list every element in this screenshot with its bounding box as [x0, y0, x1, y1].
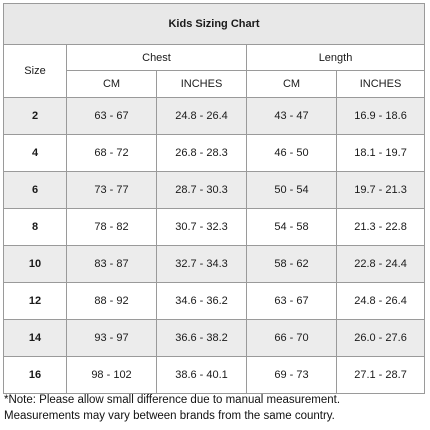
note-line-2: Measurements may vary between brands fro…: [4, 410, 335, 422]
cell-length-cm: 43 - 47: [246, 97, 337, 135]
chest-cm-header: CM: [66, 70, 157, 98]
cell-chest-in: 36.6 - 38.2: [156, 319, 247, 357]
cell-length-cm: 58 - 62: [246, 245, 337, 283]
cell-length-in: 19.7 - 21.3: [335, 171, 426, 209]
table-row: 16 98 - 102 38.6 - 40.1 69 - 73 27.1 - 28.7: [3, 356, 426, 394]
cell-chest-in: 28.7 - 30.3: [156, 171, 247, 209]
cell-chest-in: 24.8 - 26.4: [156, 97, 247, 135]
cell-chest-in: 26.8 - 28.3: [156, 134, 247, 172]
table-row: 14 93 - 97 36.6 - 38.2 66 - 70 26.0 - 27.6: [3, 319, 426, 357]
cell-size: 8: [3, 208, 67, 246]
length-inches-header: INCHES: [335, 70, 426, 98]
cell-length-in: 22.8 - 24.4: [335, 245, 426, 283]
chest-header: Chest: [66, 44, 247, 71]
cell-size: 2: [3, 97, 67, 135]
table-row: 2 63 - 67 24.8 - 26.4 43 - 47 16.9 - 18.6: [3, 97, 426, 135]
cell-chest-cm: 83 - 87: [66, 245, 157, 283]
cell-size: 4: [3, 134, 67, 172]
cell-chest-cm: 73 - 77: [66, 171, 157, 209]
cell-chest-in: 32.7 - 34.3: [156, 245, 247, 283]
cell-length-cm: 50 - 54: [246, 171, 337, 209]
table-body: 2 63 - 67 24.8 - 26.4 43 - 47 16.9 - 18.6 4 68…: [3, 97, 426, 394]
size-header: Size: [3, 44, 67, 98]
cell-size: 10: [3, 245, 67, 283]
note: *Note: Please allow small difference due…: [4, 392, 428, 424]
cell-length-cm: 46 - 50: [246, 134, 337, 172]
cell-length-in: 21.3 - 22.8: [335, 208, 426, 246]
table-row: 8 78 - 82 30.7 - 32.3 54 - 58 21.3 - 22.8: [3, 208, 426, 246]
cell-length-in: 16.9 - 18.6: [335, 97, 426, 135]
cell-length-in: 26.0 - 27.6: [335, 319, 426, 357]
table-row: 6 73 - 77 28.7 - 30.3 50 - 54 19.7 - 21.3: [3, 171, 426, 209]
cell-chest-cm: 63 - 67: [66, 97, 157, 135]
length-header: Length: [245, 44, 426, 71]
cell-chest-in: 38.6 - 40.1: [156, 356, 247, 394]
chest-inches-header: INCHES: [156, 70, 247, 98]
cell-length-in: 27.1 - 28.7: [335, 356, 426, 394]
table-row: 10 83 - 87 32.7 - 34.3 58 - 62 22.8 - 24.4: [3, 245, 426, 283]
cell-chest-in: 30.7 - 32.3: [156, 208, 247, 246]
sizing-table: Kids Sizing Chart Size Chest Length CM I…: [2, 3, 426, 394]
cell-chest-in: 34.6 - 36.2: [156, 282, 247, 320]
length-cm-header: CM: [246, 70, 337, 98]
cell-length-cm: 66 - 70: [246, 319, 337, 357]
table-row: 4 68 - 72 26.8 - 28.3 46 - 50 18.1 - 19.7: [3, 134, 426, 172]
note-line-1: *Note: Please allow small difference due…: [4, 394, 341, 406]
cell-length-in: 24.8 - 26.4: [335, 282, 426, 320]
cell-chest-cm: 93 - 97: [66, 319, 157, 357]
chart-title: Kids Sizing Chart: [2, 3, 426, 45]
cell-length-cm: 69 - 73: [246, 356, 337, 394]
table-row: 12 88 - 92 34.6 - 36.2 63 - 67 24.8 - 26.4: [3, 282, 426, 320]
sizing-chart: Kids Sizing Chart Size Chest Length CM I…: [2, 3, 426, 394]
cell-size: 16: [3, 356, 67, 394]
cell-size: 12: [3, 282, 67, 320]
cell-chest-cm: 98 - 102: [66, 356, 157, 394]
cell-length-cm: 63 - 67: [246, 282, 337, 320]
cell-size: 14: [3, 319, 67, 357]
cell-size: 6: [3, 171, 67, 209]
cell-chest-cm: 88 - 92: [66, 282, 157, 320]
cell-length-cm: 54 - 58: [246, 208, 337, 246]
cell-chest-cm: 68 - 72: [66, 134, 157, 172]
cell-chest-cm: 78 - 82: [66, 208, 157, 246]
cell-length-in: 18.1 - 19.7: [335, 134, 426, 172]
